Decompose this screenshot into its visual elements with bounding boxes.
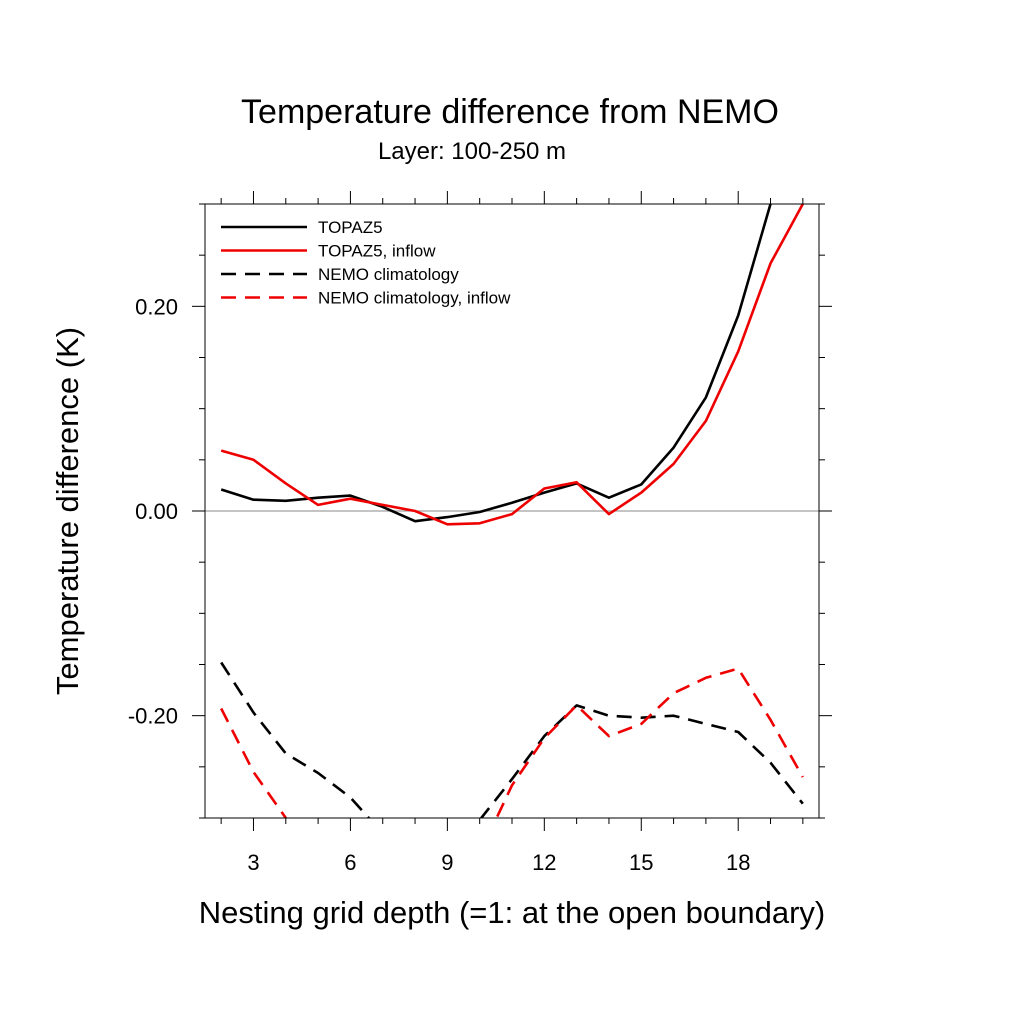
legend-label: TOPAZ5, inflow bbox=[318, 242, 436, 261]
y-axis-label: Temperature difference (K) bbox=[50, 327, 85, 695]
y-tick-label: 0.00 bbox=[135, 499, 178, 524]
chart-title: Temperature difference from NEMO bbox=[241, 93, 779, 131]
legend-label: TOPAZ5 bbox=[318, 218, 383, 237]
x-tick-label: 9 bbox=[441, 850, 453, 875]
x-axis-label: Nesting grid depth (=1: at the open boun… bbox=[199, 895, 825, 930]
series-line-nemo-climatology-inflow bbox=[220, 667, 804, 818]
legend-label: NEMO climatology bbox=[318, 265, 459, 284]
legend-label: NEMO climatology, inflow bbox=[318, 289, 511, 308]
x-tick-label: 15 bbox=[629, 850, 653, 875]
x-tick-label: 3 bbox=[247, 850, 259, 875]
x-tick-label: 18 bbox=[726, 850, 750, 875]
chart-subtitle: Layer: 100-250 m bbox=[378, 138, 566, 165]
series-line-nemo-climatology bbox=[220, 661, 804, 818]
x-tick-label: 6 bbox=[344, 850, 356, 875]
series-line-topaz5-inflow bbox=[220, 204, 804, 526]
y-tick-label: -0.20 bbox=[128, 704, 178, 729]
y-tick-label: 0.20 bbox=[135, 294, 178, 319]
series-line-topaz5 bbox=[220, 204, 772, 523]
x-tick-label: 12 bbox=[532, 850, 556, 875]
